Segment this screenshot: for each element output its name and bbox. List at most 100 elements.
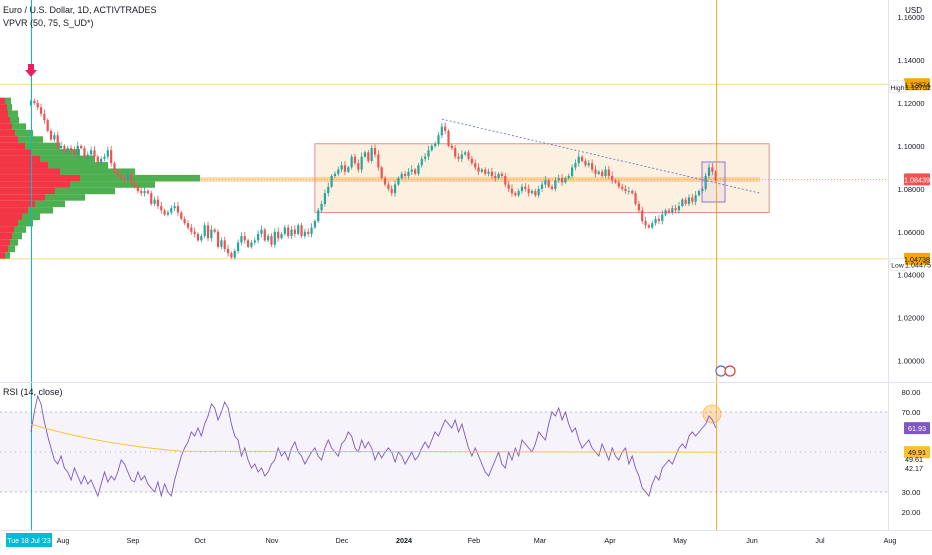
candle-body <box>370 148 373 161</box>
time-tick-label: Jul <box>815 536 825 545</box>
profile-row-down <box>0 239 10 246</box>
price-badge-low-bg <box>904 252 930 265</box>
candle-body <box>474 163 477 168</box>
candle-body <box>457 156 460 159</box>
candle-body <box>714 171 717 181</box>
candle-body <box>113 163 116 172</box>
candle-body <box>263 229 266 241</box>
candle-body <box>487 171 490 174</box>
candle-body <box>424 156 427 159</box>
candle-body <box>56 135 59 149</box>
candle-body <box>343 165 347 172</box>
candle-body <box>293 229 296 234</box>
price-tick-label: 1.10000 <box>897 142 924 151</box>
candle-body <box>637 203 640 211</box>
profile-row-up <box>25 142 60 150</box>
candle-body <box>504 175 507 185</box>
candle-body <box>567 175 570 179</box>
rsi-pane <box>0 394 888 498</box>
candle-body <box>530 191 534 194</box>
candle-body <box>440 126 443 136</box>
candle-body <box>190 227 193 232</box>
candle-body <box>514 193 517 196</box>
candle-body <box>591 163 594 170</box>
profile-row-down <box>0 194 45 201</box>
candle-body <box>520 186 524 191</box>
candle-body <box>93 150 96 157</box>
low-label: Low <box>891 263 904 270</box>
rsi-legend: RSI (14, close) <box>3 387 63 397</box>
profile-row-up <box>40 155 95 163</box>
candle-body <box>83 148 86 157</box>
candle-body <box>547 180 550 187</box>
profile-row-up <box>80 174 200 182</box>
candle-body <box>63 145 66 153</box>
candle-body <box>90 150 93 155</box>
candle-body <box>330 175 333 187</box>
candle-body <box>280 233 283 239</box>
profile-row-up <box>15 129 33 137</box>
profile-row-down <box>0 219 18 227</box>
candle-body <box>247 240 250 247</box>
candle-body <box>631 191 634 194</box>
rsi-badge-value: 61.93 <box>908 424 926 433</box>
profile-row-down <box>0 174 80 182</box>
candle-body <box>400 173 403 179</box>
candle-body <box>283 227 286 234</box>
candle-body <box>193 231 196 234</box>
candle-body <box>417 165 420 174</box>
candle-body <box>444 126 447 131</box>
candle-body <box>46 120 49 131</box>
profile-row-up <box>12 123 26 130</box>
candle-body <box>383 178 387 185</box>
candle-body <box>163 210 166 215</box>
candle-body <box>240 236 243 243</box>
rsi-tick-label: 70.00 <box>902 408 921 417</box>
candle-body <box>517 191 520 196</box>
candle-body <box>390 188 393 194</box>
range-box <box>314 143 770 213</box>
candle-body <box>96 156 99 164</box>
rsi-line <box>30 394 717 498</box>
candle-body <box>414 169 417 174</box>
profile-row-up <box>18 219 33 227</box>
candle-body <box>303 231 306 237</box>
profile-row-up <box>60 168 135 175</box>
candle-body <box>180 212 183 219</box>
candle-body <box>200 236 203 241</box>
candle-body <box>243 236 246 241</box>
candle-body <box>624 188 627 191</box>
level-lines <box>0 83 888 260</box>
candle-body <box>307 231 310 234</box>
candle-body <box>257 233 260 241</box>
candle-body <box>337 169 340 174</box>
candle-body <box>697 191 701 196</box>
candle-body <box>267 236 270 241</box>
indicator-legend: VPVR (50, 75, S_UD*) <box>3 18 94 28</box>
candle-body <box>711 167 714 172</box>
candle-body <box>534 191 537 196</box>
candle-body <box>170 208 173 213</box>
candle-body <box>570 167 574 176</box>
candle-body <box>621 186 624 189</box>
candle-body <box>116 171 119 176</box>
candle-body <box>420 158 423 166</box>
highlight-box <box>701 161 726 203</box>
time-tick-label: Feb <box>468 536 480 545</box>
candle-body <box>250 242 253 247</box>
candle-body <box>657 218 661 222</box>
candle-body <box>320 203 323 211</box>
candle-body <box>210 229 213 239</box>
price-tick-label: 1.02000 <box>897 314 924 323</box>
profile-row-down <box>0 162 48 169</box>
candle-body <box>173 206 176 209</box>
candle-body <box>614 180 617 183</box>
price-tick-label: 1.04000 <box>897 271 924 280</box>
price-badge-high-bg <box>904 78 930 91</box>
candle-body <box>156 199 160 207</box>
candle-body <box>430 145 433 151</box>
candle-body <box>674 208 677 211</box>
